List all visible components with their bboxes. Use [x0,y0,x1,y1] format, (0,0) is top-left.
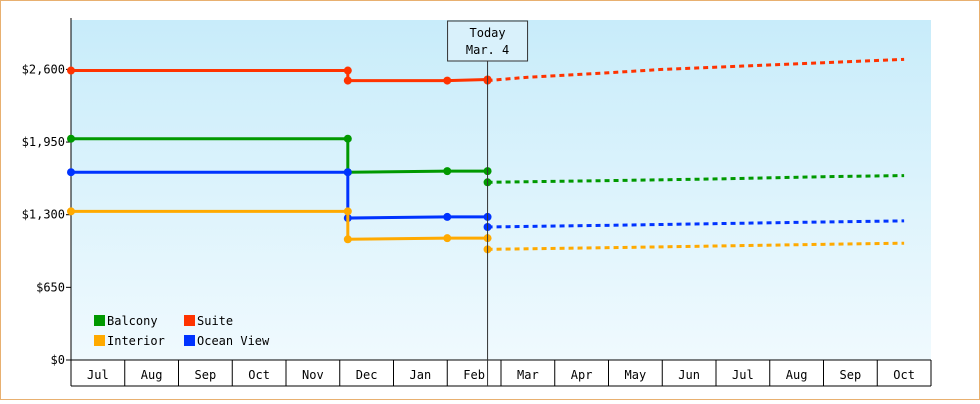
y-tick-label: $650 [36,280,65,294]
y-tick-label: $2,600 [22,62,65,76]
y-tick-label: $1,300 [22,208,65,222]
legend-label-ocean-view: Ocean View [197,334,270,348]
x-axis: Jul Aug Sep Oct Nov Dec Jan Feb Mar Apr May Jun Jul A… [70,359,932,387]
data-point-interior [343,207,352,216]
today-date: Mar. 4 [466,43,509,57]
x-tick-label: Jun [678,368,700,382]
data-point-suite [343,66,352,75]
x-tick-label: Oct [893,368,915,382]
today-marker: Today Mar. 4 [447,20,529,386]
data-point-balcony [343,134,352,143]
data-point-ocean-view [343,168,352,177]
plot-area [71,20,931,360]
forecast-line-ocean-view [487,219,905,229]
today-label: Today [470,26,506,40]
data-point-interior [67,207,75,216]
legend: Balcony Suite Interior Ocean View [94,314,270,348]
y-tick-label: $0 [51,353,65,367]
x-tick-label: Dec [356,368,378,382]
legend-swatch-balcony [94,315,105,326]
legend-label-interior: Interior [107,334,165,348]
legend-label-suite: Suite [197,314,233,328]
forecast-line-interior [487,241,905,251]
data-point-interior [443,234,452,243]
data-point-ocean-view [67,168,75,177]
x-tick-label: Oct [248,368,270,382]
y-axis: $0 $650 $1,300 $1,950 $2,600 [22,18,72,386]
x-tick-label: May [625,368,647,382]
data-point-suite [443,76,452,85]
x-tick-label: Feb [463,368,485,382]
data-point-balcony [443,167,452,176]
data-point-ocean-view [443,212,452,221]
data-point-suite [67,66,75,75]
x-tick-label: Jul [732,368,754,382]
legend-swatch-interior [94,335,105,346]
y-tick-label: $1,950 [22,135,65,149]
x-tick-label: Apr [571,368,593,382]
x-tick-label: Sep [195,368,217,382]
forecast-line-suite [487,57,905,83]
forecast-line-balcony [487,174,905,184]
x-tick-label: Aug [786,368,808,382]
x-tick-label: Jul [87,368,109,382]
legend-swatch-ocean-view [184,335,195,346]
x-tick-label: Nov [302,368,324,382]
series-lines [67,57,905,254]
legend-label-balcony: Balcony [107,314,158,328]
x-tick-label: Aug [141,368,163,382]
data-point-interior [343,235,352,244]
data-point-balcony [67,134,75,143]
x-tick-label: Mar [517,368,539,382]
data-point-suite [343,76,352,85]
legend-swatch-suite [184,315,195,326]
today-box [447,20,529,62]
x-tick-label: Sep [840,368,862,382]
x-tick-label: Jan [410,368,432,382]
